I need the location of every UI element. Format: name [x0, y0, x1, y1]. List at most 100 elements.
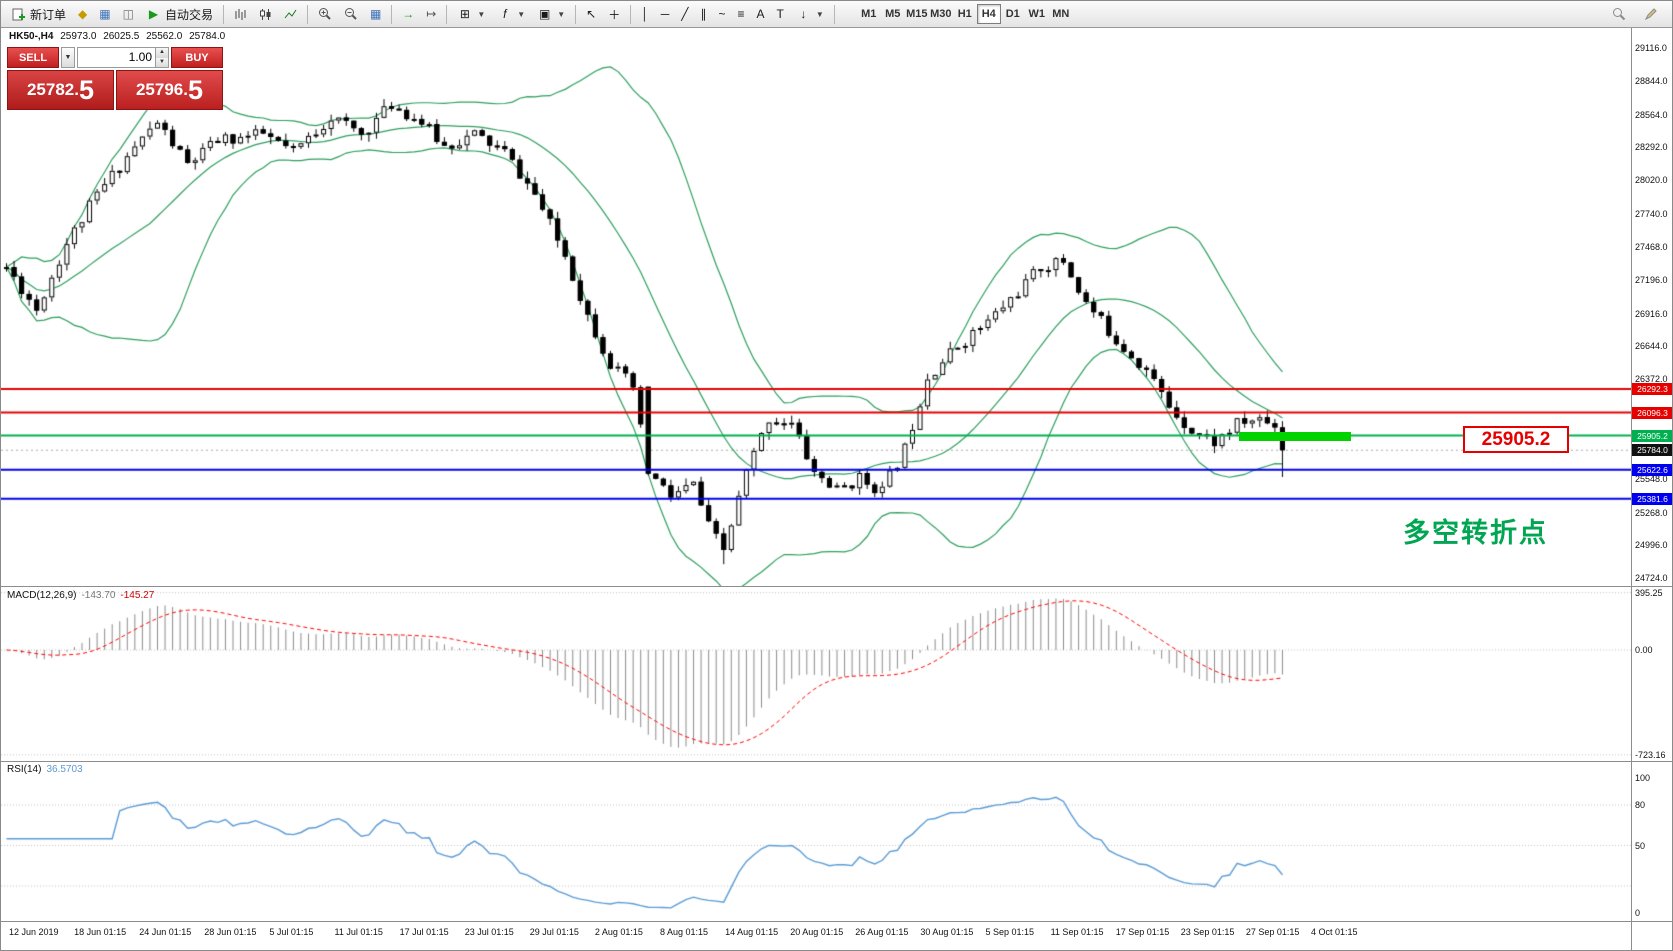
crosshair-tool-icon[interactable]: ＋ — [608, 7, 621, 22]
zoom-out-icon[interactable] — [338, 3, 364, 25]
time-axis-label: 17 Sep 01:15 — [1115, 927, 1170, 937]
text-label-tool-icon[interactable]: T — [776, 7, 784, 21]
price-axis-label: 28020.0 — [1635, 175, 1668, 186]
rsi-header: RSI(14) 36.5703 — [7, 764, 83, 775]
price-chart-canvas[interactable] — [1, 28, 1631, 586]
price-axis-label: 28292.0 — [1635, 142, 1668, 153]
new-chart-button[interactable]: ⊞ ▼ — [459, 6, 486, 21]
chevron-down-icon: ▼ — [557, 9, 566, 19]
time-axis-label: 29 Jul 01:15 — [529, 927, 579, 937]
new-order-button[interactable]: 新订单 — [5, 3, 72, 25]
text-tool-icon[interactable]: A — [756, 7, 765, 21]
time-axis-label: 8 Aug 01:15 — [660, 927, 709, 937]
line-chart-type-icon[interactable] — [278, 3, 303, 25]
vertical-line-tool-icon[interactable]: │ — [641, 7, 649, 21]
sell-price-dot: . — [74, 80, 79, 99]
volume-field: 1.00 ▲ ▼ — [77, 47, 169, 68]
auto-trading-icon: ▶ — [148, 6, 159, 21]
timeframe-mn[interactable]: MN — [1052, 8, 1070, 20]
auto-trading-button[interactable]: ▶ 自动交易 — [140, 3, 219, 25]
charts-icon[interactable]: ▦ — [99, 7, 111, 21]
cursor-tool-icon[interactable]: ↖ — [586, 7, 597, 21]
time-axis-label: 4 Oct 01:15 — [1311, 927, 1358, 937]
highlight-segment[interactable] — [1239, 431, 1351, 441]
price-marker-25381.6: 25381.6 — [1632, 492, 1672, 505]
trendline-tool-icon[interactable]: ╱ — [681, 7, 689, 21]
rsi-axis-label: 50 — [1635, 840, 1646, 851]
sell-price-main: 25782 — [26, 80, 75, 99]
search-icon[interactable] — [1606, 3, 1632, 25]
toolbar-separator — [630, 4, 632, 24]
high-value: 26025.5 — [103, 31, 140, 42]
macd-signal-value: -145.27 — [120, 590, 155, 601]
timeframe-m5[interactable]: M5 — [885, 8, 901, 20]
macd-name: MACD(12,26,9) — [7, 590, 77, 601]
sell-button[interactable]: SELL — [7, 47, 59, 68]
sell-price-button[interactable]: 25782. 5 — [7, 70, 114, 110]
price-axis-label: 28844.0 — [1635, 75, 1668, 86]
chevron-down-icon: ▼ — [477, 9, 486, 19]
timeframe-m30[interactable]: M30 — [930, 8, 952, 20]
buy-price-main: 25796 — [135, 80, 184, 99]
timeframe-d1[interactable]: D1 — [1005, 8, 1020, 20]
rsi-value: 36.5703 — [46, 764, 83, 775]
wave-tool-icon[interactable]: ~ — [718, 7, 726, 21]
indicators-button[interactable]: f ▼ — [503, 6, 526, 21]
price-callout-label[interactable]: 25905.2 — [1463, 426, 1569, 453]
timeframe-h1[interactable]: H1 — [957, 8, 972, 20]
navigator-icon[interactable]: ◫ — [122, 7, 134, 21]
panel-separator[interactable] — [1, 586, 1672, 587]
time-axis-label: 18 Jun 01:15 — [74, 927, 127, 937]
toolbar-separator — [446, 4, 448, 24]
time-axis-label: 14 Aug 01:15 — [725, 927, 779, 937]
chevron-down-icon: ▼ — [815, 9, 824, 19]
time-axis-label: 20 Aug 01:15 — [790, 927, 844, 937]
zoom-in-icon[interactable] — [312, 3, 338, 25]
auto-scroll-icon[interactable]: → — [402, 7, 415, 21]
open-value: 25973.0 — [60, 31, 97, 42]
toolbar-right-group — [1606, 3, 1668, 25]
time-axis-label: 11 Sep 01:15 — [1050, 927, 1104, 937]
arrows-tool-button[interactable]: ↓ ▼ — [800, 6, 824, 21]
horizontal-line-tool-icon[interactable]: ─ — [660, 7, 670, 21]
toolbar: 新订单 ◆ ▦ ◫ ▶ 自动交易 ▦ → ↦ ⊞ ▼ f ▼ — [1, 1, 1672, 28]
price-axis-label: 24724.0 — [1635, 573, 1668, 584]
timeframe-m1[interactable]: M1 — [861, 8, 877, 20]
volume-step-up-icon[interactable]: ▲ — [156, 48, 168, 58]
time-axis-label: 24 Jun 01:15 — [139, 927, 192, 937]
rsi-panel-canvas[interactable] — [1, 761, 1631, 921]
timeframe-h4[interactable]: H4 — [976, 4, 1001, 24]
one-click-trading-widget: SELL ▼ 1.00 ▲ ▼ BUY 25782. 5 25796. 5 — [7, 47, 223, 110]
panel-separator[interactable] — [1, 761, 1672, 762]
toolbar-separator — [306, 4, 308, 24]
chart-shift-icon[interactable]: ↦ — [426, 7, 437, 21]
buy-price-button[interactable]: 25796. 5 — [116, 70, 223, 110]
time-axis-label: 11 Jul 01:15 — [334, 927, 383, 937]
price-axis-separator — [1631, 28, 1632, 950]
price-marker-26292.3: 26292.3 — [1632, 382, 1672, 395]
channel-tool-icon[interactable]: ∥ — [700, 7, 707, 21]
tile-windows-icon[interactable]: ▦ — [369, 7, 382, 21]
auto-trading-label: 自动交易 — [164, 7, 213, 22]
templates-button[interactable]: ▣ ▼ — [539, 6, 566, 21]
time-axis-label: 17 Jul 01:15 — [399, 927, 449, 937]
macd-panel-canvas[interactable] — [1, 586, 1631, 761]
volume-input[interactable]: 1.00 — [128, 50, 152, 64]
bar-chart-type-icon[interactable] — [228, 3, 253, 25]
candlestick-chart-type-icon[interactable] — [253, 3, 278, 25]
macd-axis-label: 0.00 — [1635, 645, 1653, 655]
time-axis-label: 5 Jul 01:15 — [269, 927, 314, 937]
chinese-annotation-text[interactable]: 多空转折点 — [1403, 518, 1548, 548]
volume-step-down-icon[interactable]: ▼ — [156, 57, 168, 67]
macd-header: MACD(12,26,9) -143.70 -145.27 — [7, 590, 154, 601]
pencil-icon[interactable] — [1638, 3, 1664, 25]
fibonacci-tool-icon[interactable]: ≡ — [737, 7, 745, 21]
close-value: 25784.0 — [189, 31, 226, 42]
buy-button[interactable]: BUY — [171, 47, 223, 68]
volume-dropdown-button[interactable]: ▼ — [61, 47, 75, 68]
macd-axis-label: 395.25 — [1635, 587, 1663, 598]
timeframe-w1[interactable]: W1 — [1028, 8, 1046, 20]
timeframe-m15[interactable]: M15 — [906, 8, 928, 20]
quotes-icon[interactable]: ◆ — [78, 7, 88, 21]
